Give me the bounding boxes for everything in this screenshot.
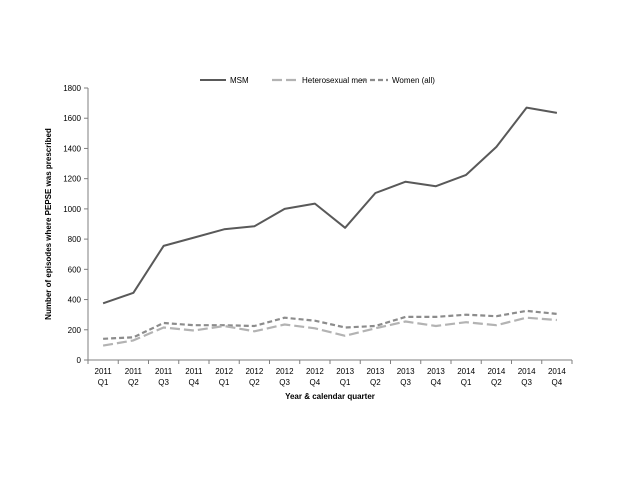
x-tick-label-year: 2012 bbox=[276, 367, 294, 376]
x-axis-title: Year & calendar quarter bbox=[285, 392, 375, 401]
y-tick-label: 600 bbox=[68, 265, 82, 274]
y-axis-ticks: 0 200 400 600 800 1000 1200 1400 1600 1800 bbox=[63, 84, 88, 365]
x-axis-ticks: 2011 Q1 2011 Q2 2011 Q3 2011 Q4 2012 Q1 2012 Q2 2012… bbox=[87, 360, 573, 387]
y-tick-label: 1400 bbox=[63, 144, 81, 153]
x-tick-label-year: 2013 bbox=[427, 367, 445, 376]
x-tick-label-quarter: Q1 bbox=[461, 378, 472, 387]
legend-label: Heterosexual men bbox=[302, 76, 367, 85]
x-tick-label-year: 2013 bbox=[366, 367, 384, 376]
x-tick-label-year: 2011 bbox=[95, 367, 113, 376]
x-tick-label-quarter: Q4 bbox=[431, 378, 442, 387]
legend: MSM Heterosexual men Women (all) bbox=[200, 76, 435, 85]
x-tick-label-quarter: Q3 bbox=[521, 378, 532, 387]
x-tick-label-year: 2012 bbox=[215, 367, 233, 376]
x-tick-label-quarter: Q2 bbox=[491, 378, 502, 387]
x-tick-label-year: 2014 bbox=[518, 367, 536, 376]
y-tick-label: 0 bbox=[77, 356, 82, 365]
x-tick-label-year: 2014 bbox=[487, 367, 505, 376]
series-line-heterosexual-men bbox=[102, 316, 557, 347]
x-tick-label-year: 2014 bbox=[457, 367, 475, 376]
series-layer bbox=[102, 106, 558, 347]
x-tick-label-quarter: Q3 bbox=[279, 378, 290, 387]
legend-label: Women (all) bbox=[392, 76, 435, 85]
x-tick-label-year: 2011 bbox=[125, 367, 143, 376]
x-tick-label-year: 2012 bbox=[245, 367, 263, 376]
y-tick-label: 1800 bbox=[63, 84, 81, 93]
y-tick-label: 1000 bbox=[63, 205, 81, 214]
x-tick-label-quarter: Q1 bbox=[219, 378, 230, 387]
x-tick-label-quarter: Q4 bbox=[552, 378, 563, 387]
x-tick-label-quarter: Q2 bbox=[370, 378, 381, 387]
y-tick-label: 200 bbox=[68, 326, 82, 335]
y-tick-label: 400 bbox=[68, 296, 82, 305]
x-tick-label-quarter: Q1 bbox=[98, 378, 109, 387]
legend-label: MSM bbox=[230, 76, 249, 85]
x-tick-label-year: 2013 bbox=[397, 367, 415, 376]
x-tick-label-quarter: Q3 bbox=[400, 378, 411, 387]
x-tick-label-quarter: Q4 bbox=[310, 378, 321, 387]
series-line-msm bbox=[102, 106, 558, 305]
series-line-women-all bbox=[103, 309, 558, 340]
x-tick-label-quarter: Q2 bbox=[128, 378, 139, 387]
y-axis-title: Number of episodes where PEPSE was presc… bbox=[44, 128, 53, 320]
x-tick-label-quarter: Q3 bbox=[158, 378, 169, 387]
x-tick-label-year: 2013 bbox=[336, 367, 354, 376]
plot-area: 0 200 400 600 800 1000 1200 1400 1600 1800 2011 Q1… bbox=[63, 84, 573, 387]
x-tick-label-year: 2014 bbox=[548, 367, 566, 376]
x-tick-label-quarter: Q2 bbox=[249, 378, 260, 387]
x-tick-label-year: 2012 bbox=[306, 367, 324, 376]
x-tick-label-year: 2011 bbox=[185, 367, 203, 376]
x-tick-label-quarter: Q4 bbox=[189, 378, 200, 387]
y-tick-label: 800 bbox=[68, 235, 82, 244]
x-tick-label-year: 2011 bbox=[155, 367, 173, 376]
y-tick-label: 1600 bbox=[63, 114, 81, 123]
x-tick-label-quarter: Q1 bbox=[340, 378, 351, 387]
y-tick-label: 1200 bbox=[63, 175, 81, 184]
